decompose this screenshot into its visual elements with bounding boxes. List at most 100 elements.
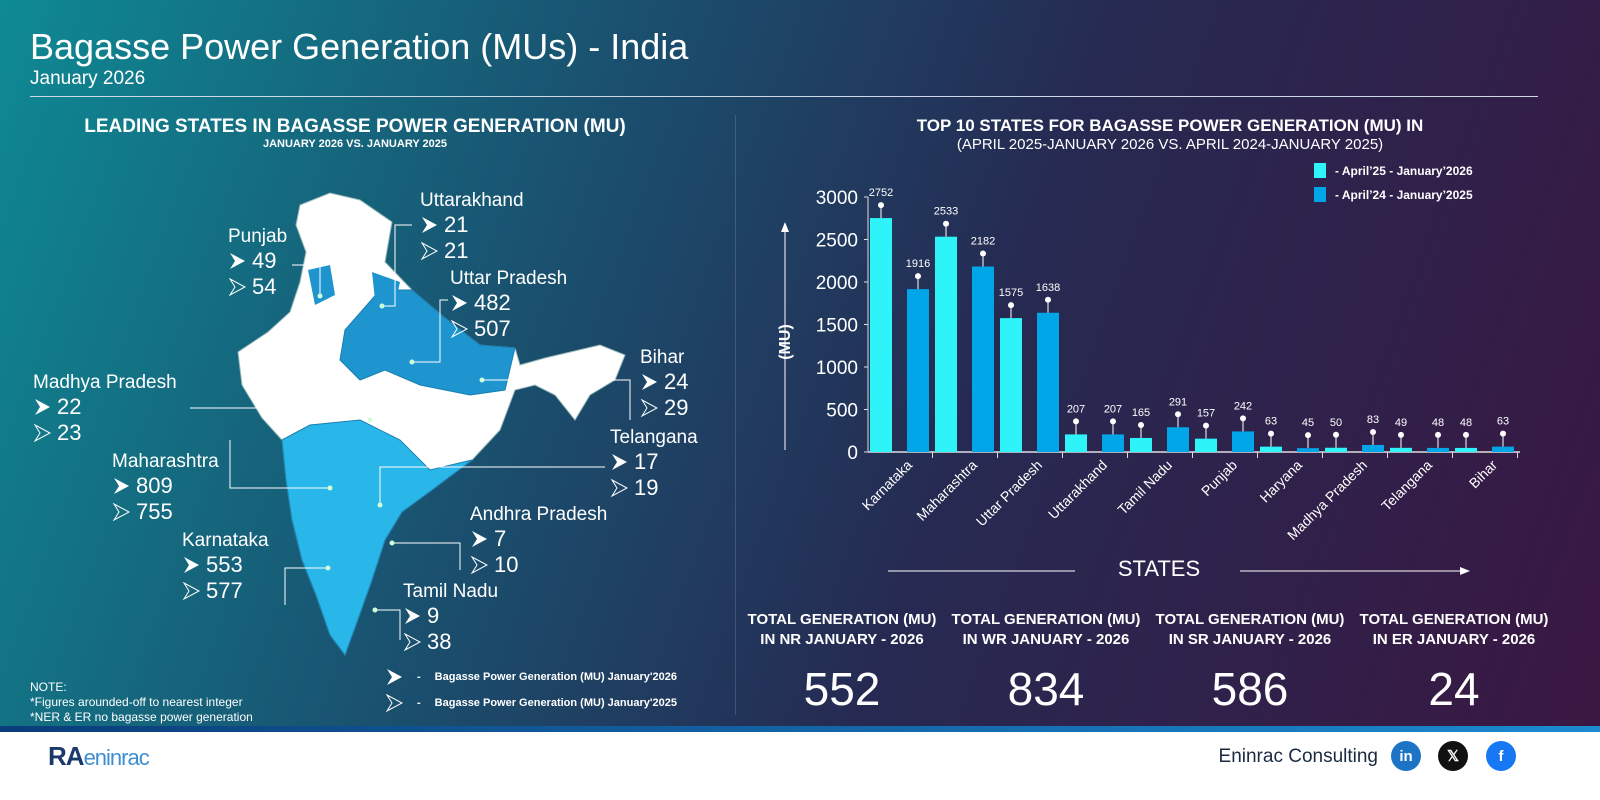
data-label: 1638 <box>1036 282 1060 294</box>
outline-arrow-icon <box>470 556 488 574</box>
state-callout: Karnataka 553 577 <box>182 530 269 604</box>
filled-arrow-icon <box>387 669 402 685</box>
data-label: 63 <box>1265 416 1277 428</box>
data-label: 165 <box>1132 407 1150 419</box>
error-marker-dot <box>1175 411 1181 418</box>
bar <box>1325 447 1347 452</box>
data-label: 48 <box>1432 417 1444 429</box>
value-jan-2026: 7 <box>494 526 507 551</box>
bar <box>1000 318 1022 452</box>
highlight-states-south-west <box>281 419 473 657</box>
data-label: 2752 <box>869 187 893 199</box>
y-tick-label: 500 <box>826 401 858 422</box>
data-label: 83 <box>1367 414 1379 426</box>
state-callout: Madhya Pradesh 22 23 <box>33 372 177 446</box>
legend-label: - April’25 - January’2026 <box>1335 164 1473 178</box>
error-marker-dot <box>1435 431 1441 438</box>
value-jan-2026: 553 <box>206 552 243 577</box>
data-label: 242 <box>1234 400 1252 412</box>
data-label: 207 <box>1067 403 1085 415</box>
legend-swatch <box>1314 163 1326 178</box>
x-tick-label: Karnataka <box>859 457 916 514</box>
error-marker-dot <box>1203 422 1209 429</box>
state-name: Andhra Pradesh <box>470 504 608 525</box>
x-tick-label: Haryana <box>1256 457 1305 506</box>
filled-arrow-icon <box>230 253 245 269</box>
bar <box>1195 438 1217 452</box>
filled-arrow-icon <box>422 217 437 233</box>
footer-brand: Eninrac Consulting <box>1218 746 1378 767</box>
value-jan-2026: 17 <box>634 449 659 474</box>
state-name: Madhya Pradesh <box>33 372 177 393</box>
value-jan-2025: 19 <box>634 475 659 500</box>
bar <box>1455 447 1477 452</box>
chart-title: TOP 10 STATES FOR BAGASSE POWER GENERATI… <box>916 116 1424 135</box>
data-label: 50 <box>1330 417 1342 429</box>
error-marker-dot <box>1268 430 1274 437</box>
error-marker-dot <box>915 273 921 280</box>
india-map <box>190 192 631 657</box>
state-name: Maharashtra <box>112 451 219 472</box>
data-label: 1916 <box>906 258 930 270</box>
state-name: Tamil Nadu <box>403 581 499 602</box>
value-jan-2025: 10 <box>494 552 519 577</box>
state-callout: Tamil Nadu 9 38 <box>403 581 498 655</box>
value-jan-2025: 577 <box>206 578 243 603</box>
value-jan-2026: 482 <box>474 290 511 315</box>
value-jan-2025: 23 <box>57 420 82 445</box>
error-marker-dot <box>1333 431 1339 438</box>
bar <box>1065 434 1087 452</box>
bar <box>907 289 929 452</box>
note-line: *NER & ER no bagasse power generation <box>30 710 253 724</box>
bar <box>1102 434 1124 452</box>
total-card: TOTAL GENERATION (MU) IN ER JANUARY - 202… <box>1354 610 1554 716</box>
data-label: 157 <box>1197 408 1215 420</box>
value-jan-2025: 755 <box>136 499 173 524</box>
x-tick-label: Bihar <box>1466 457 1501 492</box>
filled-arrow-icon <box>472 531 487 547</box>
y-tick-label: 3000 <box>816 188 858 209</box>
outline-arrow-icon <box>420 242 438 260</box>
map-section-subtitle: JANUARY 2026 VS. JANUARY 2025 <box>262 138 448 150</box>
outline-arrow-icon <box>228 278 246 296</box>
bar <box>935 236 957 452</box>
state-callout: Bihar 24 29 <box>640 347 688 421</box>
total-label: TOTAL GENERATION (MU) IN SR JANUARY - 202… <box>1155 611 1345 648</box>
data-label: 45 <box>1302 417 1314 429</box>
value-jan-2025: 507 <box>474 316 511 341</box>
state-callout: Maharashtra 809 755 <box>112 451 219 525</box>
total-label: TOTAL GENERATION (MU) IN NR JANUARY - 202… <box>747 611 937 648</box>
filled-arrow-icon <box>114 478 129 494</box>
bar <box>1492 446 1514 452</box>
bar <box>1390 447 1412 452</box>
error-marker-dot <box>1073 418 1079 425</box>
bar <box>870 218 892 452</box>
y-axis-label: (MU) <box>777 324 794 360</box>
data-label: 1575 <box>999 287 1023 299</box>
data-label: 2182 <box>971 236 995 248</box>
value-jan-2025: 29 <box>664 395 689 420</box>
value-jan-2026: 21 <box>444 212 469 237</box>
y-tick-label: 2500 <box>816 231 858 252</box>
total-value: 834 <box>1007 663 1085 715</box>
facebook-icon[interactable]: f <box>1486 741 1516 771</box>
value-jan-2026: 49 <box>252 248 277 273</box>
page-title: Bagasse Power Generation (MUs) - India <box>30 26 689 67</box>
filled-arrow-icon <box>452 295 467 311</box>
value-jan-2026: 809 <box>136 473 173 498</box>
x-axis-label: STATES <box>1117 556 1201 581</box>
x-tick-label: Uttarakhand <box>1045 457 1110 522</box>
filled-arrow-icon <box>642 374 657 390</box>
data-label: 2533 <box>934 206 958 218</box>
header-divider <box>30 96 1538 97</box>
total-value: 586 <box>1211 663 1289 715</box>
outline-arrow-icon <box>640 399 658 417</box>
data-label: 49 <box>1395 417 1407 429</box>
x-tick-label: Punjab <box>1198 457 1240 499</box>
linkedin-icon[interactable]: in <box>1391 741 1421 771</box>
legend-swatch <box>1314 187 1326 202</box>
x-icon[interactable]: 𝕏 <box>1438 741 1468 771</box>
chart-subtitle: (APRIL 2025-JANUARY 2026 VS. APRIL 2024-… <box>956 136 1384 153</box>
highlight-punjab <box>308 265 335 305</box>
data-label: 207 <box>1104 403 1122 415</box>
